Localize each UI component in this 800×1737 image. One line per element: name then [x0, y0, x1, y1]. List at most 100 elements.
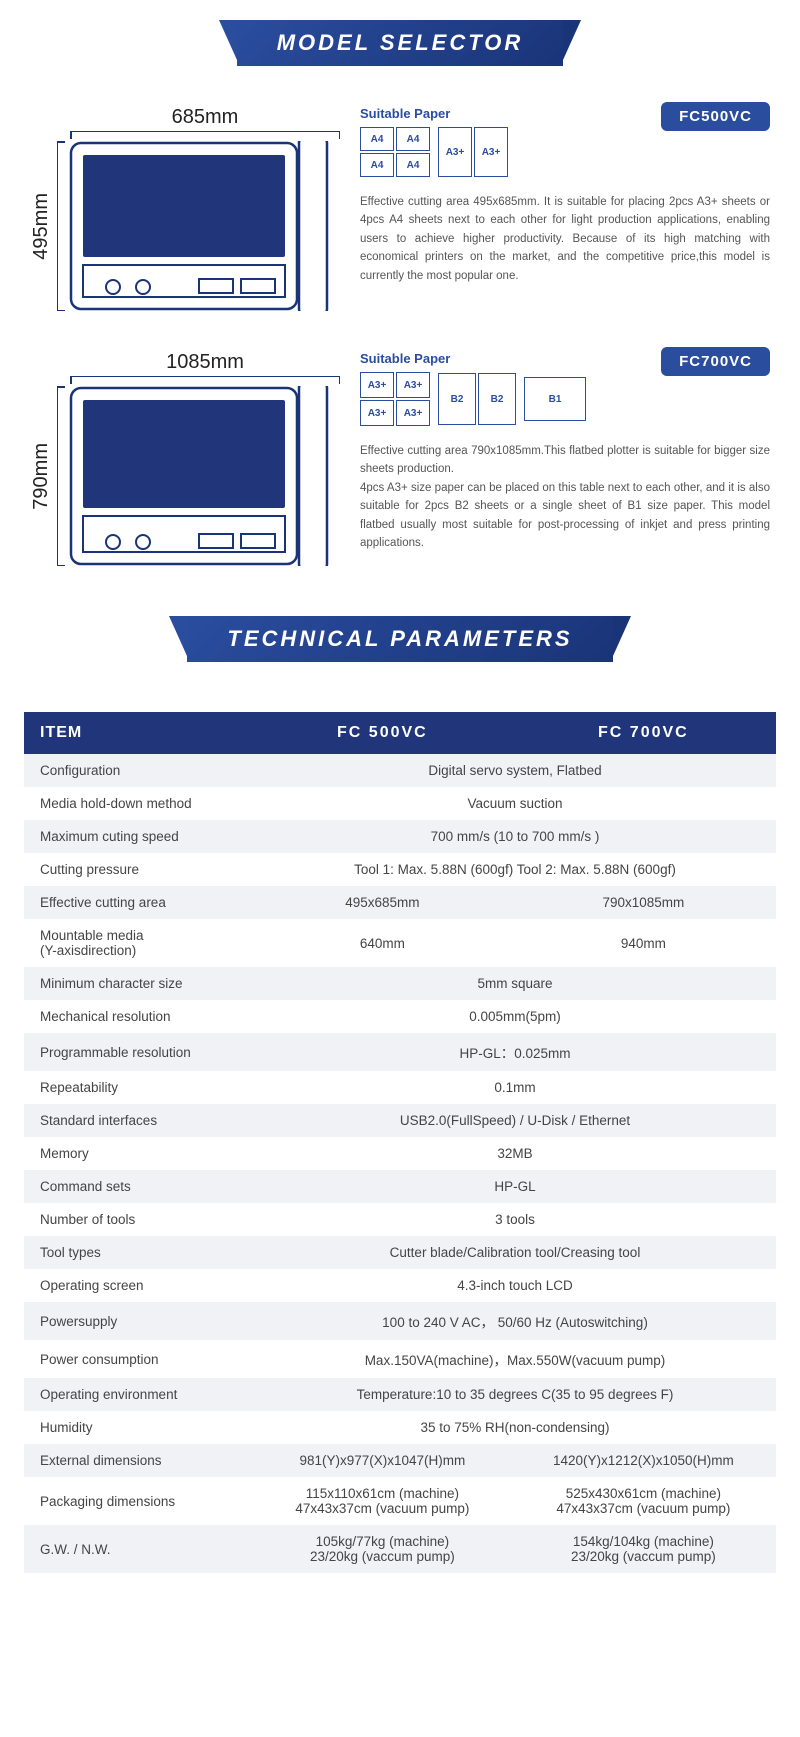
spec-value-2: 790x1085mm — [511, 886, 776, 919]
spec-value: 700 mm/s (10 to 700 mm/s ) — [254, 820, 776, 853]
spec-row: Humidity35 to 75% RH(non-condensing) — [24, 1411, 776, 1444]
spec-row: Maximum cuting speed700 mm/s (10 to 700 … — [24, 820, 776, 853]
paper-cell: A3+ — [396, 400, 430, 426]
paper-cell: A3+ — [396, 372, 430, 398]
spec-value: Tool 1: Max. 5.88N (600gf) Tool 2: Max. … — [254, 853, 776, 886]
spec-label: Humidity — [24, 1411, 254, 1444]
spec-row: Cutting pressureTool 1: Max. 5.88N (600g… — [24, 853, 776, 886]
spec-row: Powersupply100 to 240 V AC， 50/60 Hz (Au… — [24, 1302, 776, 1340]
spec-value-1: 981(Y)x977(X)x1047(H)mm — [254, 1444, 511, 1477]
spec-value: HP-GL：0.025mm — [254, 1033, 776, 1071]
tech-params-header: TECHNICAL PARAMETERS — [187, 616, 612, 662]
spec-value: USB2.0(FullSpeed) / U-Disk / Ethernet — [254, 1104, 776, 1137]
paper-cell: A4 — [360, 127, 394, 151]
spec-value: Vacuum suction — [254, 787, 776, 820]
spec-value: 35 to 75% RH(non-condensing) — [254, 1411, 776, 1444]
spec-value-2: 1420(Y)x1212(X)x1050(H)mm — [511, 1444, 776, 1477]
spec-label: Powersupply — [24, 1302, 254, 1340]
dim-height: 495mm — [30, 193, 53, 260]
spec-value: 5mm square — [254, 967, 776, 1000]
paper-cell: A3+ — [360, 372, 394, 398]
spec-th-col1: FC 500VC — [254, 712, 511, 754]
spec-row: ConfigurationDigital servo system, Flatb… — [24, 754, 776, 787]
paper-row: A3+A3+A3+A3+B2B2B1 — [360, 372, 770, 426]
spec-label: Programmable resolution — [24, 1033, 254, 1071]
paper-cell: A3+ — [360, 400, 394, 426]
paper-row: A4A4A4A4A3+A3+ — [360, 127, 770, 177]
spec-row: Mountable media(Y-axisdirection)640mm940… — [24, 919, 776, 967]
spec-row: Minimum character size5mm square — [24, 967, 776, 1000]
spec-value: 0.1mm — [254, 1071, 776, 1104]
spec-value-1: 105kg/77kg (machine)23/20kg (vaccum pump… — [254, 1525, 511, 1573]
model-badge: FC700VC — [661, 347, 770, 376]
spec-label: Minimum character size — [24, 967, 254, 1000]
paper-cell: A4 — [396, 153, 430, 177]
spec-label: Media hold-down method — [24, 787, 254, 820]
info-col: FC500VC Suitable Paper A4A4A4A4A3+A3+ Ef… — [360, 106, 770, 285]
spec-row: Memory32MB — [24, 1137, 776, 1170]
spec-value: 32MB — [254, 1137, 776, 1170]
paper-cell: A3+ — [474, 127, 508, 177]
spec-row: Tool typesCutter blade/Calibration tool/… — [24, 1236, 776, 1269]
model-desc: Effective cutting area 495x685mm. It is … — [360, 193, 770, 285]
spec-value: HP-GL — [254, 1170, 776, 1203]
spec-label: Standard interfaces — [24, 1104, 254, 1137]
model-selector-header: MODEL SELECTOR — [237, 20, 564, 66]
spec-row: Operating screen4.3-inch touch LCD — [24, 1269, 776, 1302]
spec-row: Packaging dimensions115x110x61cm (machin… — [24, 1477, 776, 1525]
spec-value-2: 525x430x61cm (machine)47x43x37cm (vacuum… — [511, 1477, 776, 1525]
spec-label: Operating environment — [24, 1378, 254, 1411]
spec-label: Packaging dimensions — [24, 1477, 254, 1525]
paper-cell: B2 — [438, 373, 476, 425]
spec-label: Effective cutting area — [24, 886, 254, 919]
diagram-col: 1085mm 790mm — [30, 351, 340, 566]
spec-row: Operating environmentTemperature:10 to 3… — [24, 1378, 776, 1411]
spec-value-1: 115x110x61cm (machine)47x43x37cm (vacuum… — [254, 1477, 511, 1525]
spec-value-1: 495x685mm — [254, 886, 511, 919]
dim-height: 790mm — [30, 443, 53, 510]
spec-label: External dimensions — [24, 1444, 254, 1477]
spec-row: Media hold-down methodVacuum suction — [24, 787, 776, 820]
spec-label: Mountable media(Y-axisdirection) — [24, 919, 254, 967]
spec-value: 4.3-inch touch LCD — [254, 1269, 776, 1302]
spec-row: G.W. / N.W.105kg/77kg (machine)23/20kg (… — [24, 1525, 776, 1573]
paper-pair: A3+A3+ — [438, 127, 508, 177]
spec-row: External dimensions981(Y)x977(X)x1047(H)… — [24, 1444, 776, 1477]
spec-value: Temperature:10 to 35 degrees C(35 to 95 … — [254, 1378, 776, 1411]
spec-label: Operating screen — [24, 1269, 254, 1302]
spec-value: Digital servo system, Flatbed — [254, 754, 776, 787]
spec-label: G.W. / N.W. — [24, 1525, 254, 1573]
spec-label: Power consumption — [24, 1340, 254, 1378]
model-badge: FC500VC — [661, 102, 770, 131]
spec-table: ITEM FC 500VC FC 700VC ConfigurationDigi… — [24, 712, 776, 1573]
spec-value: 0.005mm(5pm) — [254, 1000, 776, 1033]
spec-th-item: ITEM — [24, 712, 254, 754]
spec-row: Repeatability0.1mm — [24, 1071, 776, 1104]
spec-label: Configuration — [24, 754, 254, 787]
info-col: FC700VC Suitable Paper A3+A3+A3+A3+B2B2B… — [360, 351, 770, 552]
spec-label: Number of tools — [24, 1203, 254, 1236]
spec-th-col2: FC 700VC — [511, 712, 776, 754]
diagram-col: 685mm 495mm — [30, 106, 340, 311]
model-row: 685mm 495mm FC500VC Suitable Paper A4A4A… — [0, 96, 800, 341]
paper-cell: A3+ — [438, 127, 472, 177]
spec-value-1: 640mm — [254, 919, 511, 967]
spec-row: Power consumptionMax.150VA(machine)，Max.… — [24, 1340, 776, 1378]
paper-cell: A4 — [396, 127, 430, 151]
spec-label: Repeatability — [24, 1071, 254, 1104]
spec-label: Tool types — [24, 1236, 254, 1269]
spec-row: Programmable resolutionHP-GL：0.025mm — [24, 1033, 776, 1071]
spec-value: Cutter blade/Calibration tool/Creasing t… — [254, 1236, 776, 1269]
paper-cell: A4 — [360, 153, 394, 177]
spec-row: Command setsHP-GL — [24, 1170, 776, 1203]
paper-grid: A4A4A4A4 — [360, 127, 430, 177]
spec-label: Cutting pressure — [24, 853, 254, 886]
spec-label: Memory — [24, 1137, 254, 1170]
spec-value: Max.150VA(machine)，Max.550W(vacuum pump) — [254, 1340, 776, 1378]
spec-row: Number of tools3 tools — [24, 1203, 776, 1236]
spec-label: Mechanical resolution — [24, 1000, 254, 1033]
spec-value: 100 to 240 V AC， 50/60 Hz (Autoswitching… — [254, 1302, 776, 1340]
model-desc: Effective cutting area 790x1085mm.This f… — [360, 442, 770, 552]
spec-label: Command sets — [24, 1170, 254, 1203]
paper-cell: B2 — [478, 373, 516, 425]
